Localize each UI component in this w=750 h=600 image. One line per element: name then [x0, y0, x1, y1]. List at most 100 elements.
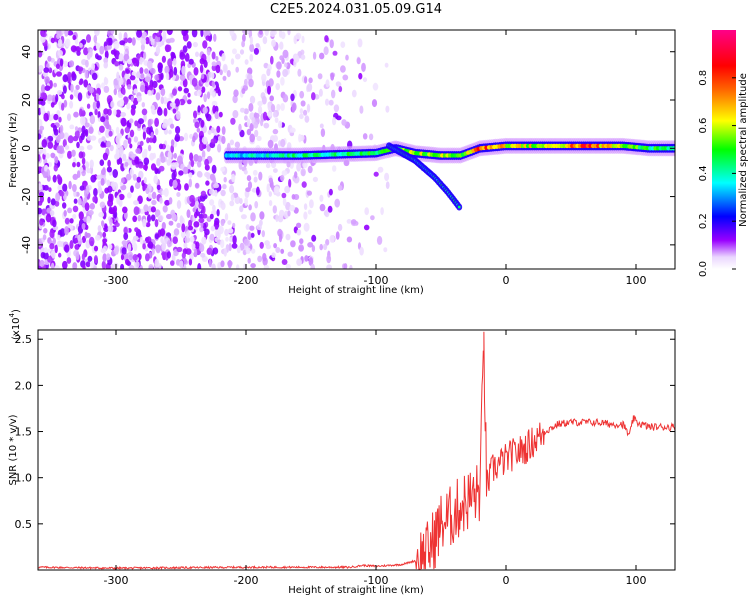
noise-speckle: [155, 128, 159, 136]
noise-speckle: [130, 95, 135, 102]
noise-speckle: [161, 190, 166, 195]
noise-speckle: [187, 225, 193, 231]
noise-speckle: [380, 207, 384, 216]
noise-speckle: [232, 222, 236, 228]
noise-speckle: [93, 34, 98, 44]
noise-speckle: [290, 93, 295, 102]
noise-speckle: [88, 209, 94, 216]
x-tick-label: -300: [104, 574, 129, 587]
noise-speckle: [371, 99, 378, 108]
noise-speckle: [101, 260, 106, 269]
noise-speckle: [218, 225, 224, 235]
noise-speckle: [86, 84, 92, 91]
noise-speckle: [136, 71, 141, 79]
noise-speckle: [203, 93, 207, 103]
noise-speckle: [356, 57, 361, 65]
noise-speckle: [191, 77, 198, 87]
noise-speckle: [205, 30, 211, 37]
noise-speckle: [148, 125, 153, 133]
noise-speckle: [67, 135, 74, 144]
noise-speckle: [89, 260, 94, 269]
noise-speckle: [180, 230, 186, 239]
noise-speckle: [122, 88, 126, 96]
noise-speckle: [300, 168, 306, 177]
noise-speckle: [188, 172, 193, 178]
noise-speckle: [109, 144, 114, 152]
noise-speckle: [141, 108, 148, 116]
noise-speckle: [222, 184, 227, 190]
noise-speckle: [41, 139, 48, 148]
noise-speckle: [359, 246, 364, 256]
noise-speckle: [229, 200, 235, 207]
noise-speckle: [330, 72, 335, 81]
noise-speckle: [185, 230, 190, 239]
noise-speckle: [177, 86, 183, 92]
noise-speckle: [75, 84, 80, 91]
noise-speckle: [172, 58, 177, 66]
noise-speckle: [151, 199, 157, 206]
noise-speckle: [211, 72, 215, 79]
noise-speckle: [87, 255, 93, 262]
noise-speckle: [143, 157, 150, 166]
noise-speckle: [210, 225, 216, 232]
noise-speckle: [209, 199, 215, 206]
noise-speckle: [170, 144, 174, 154]
noise-speckle: [230, 193, 235, 202]
noise-speckle: [232, 95, 238, 104]
noise-speckle: [153, 175, 158, 184]
noise-speckle: [147, 214, 151, 223]
noise-speckle: [281, 170, 288, 176]
noise-speckle: [376, 235, 383, 245]
spectrogram-y-label: Frequency (Hz): [8, 112, 19, 188]
noise-speckle: [84, 202, 90, 212]
noise-speckle: [127, 84, 132, 90]
noise-speckle: [289, 127, 296, 133]
noise-speckle: [166, 251, 171, 259]
noise-speckle: [89, 159, 94, 169]
noise-speckle: [72, 184, 77, 192]
noise-speckle: [189, 194, 196, 203]
noise-speckle: [59, 58, 64, 67]
noise-speckle: [301, 35, 305, 44]
noise-speckle: [125, 173, 132, 181]
noise-speckle: [229, 30, 235, 37]
noise-speckle: [119, 98, 125, 107]
noise-speckle: [320, 128, 326, 138]
noise-speckle: [93, 255, 98, 264]
noise-speckle: [228, 243, 232, 252]
noise-speckle: [100, 116, 106, 123]
noise-speckle: [296, 222, 302, 228]
noise-speckle: [129, 75, 136, 81]
noise-speckle: [107, 159, 111, 167]
noise-speckle: [103, 76, 108, 85]
noise-speckle: [308, 77, 313, 84]
spectrogram-y-axis: -40 -20 0 20 40: [20, 45, 675, 254]
noise-speckle: [241, 88, 246, 94]
noise-speckle: [61, 202, 67, 209]
y-tick-label: 40: [20, 45, 33, 59]
noise-speckle: [52, 174, 57, 183]
noise-speckle: [50, 152, 56, 159]
noise-speckle: [72, 262, 78, 269]
noise-speckle: [219, 69, 223, 76]
noise-speckle: [272, 135, 278, 142]
noise-speckle: [250, 232, 255, 238]
noise-speckle: [261, 73, 267, 82]
colorbar-tick-label: 0.6: [698, 118, 709, 134]
noise-speckle: [119, 40, 126, 46]
noise-speckle: [157, 214, 164, 222]
noise-speckle: [130, 185, 134, 193]
noise-speckle: [183, 87, 189, 94]
noise-speckle: [151, 248, 155, 255]
noise-speckle: [319, 52, 325, 60]
noise-speckle: [285, 263, 291, 269]
noise-speckle: [201, 86, 206, 93]
noise-speckle: [290, 240, 296, 248]
noise-speckle: [204, 228, 210, 236]
noise-speckle: [232, 48, 237, 55]
y-tick-label: 20: [20, 93, 33, 107]
noise-speckle: [78, 42, 83, 48]
noise-speckle: [269, 95, 275, 102]
noise-speckle: [193, 67, 199, 76]
noise-speckle: [50, 102, 55, 108]
